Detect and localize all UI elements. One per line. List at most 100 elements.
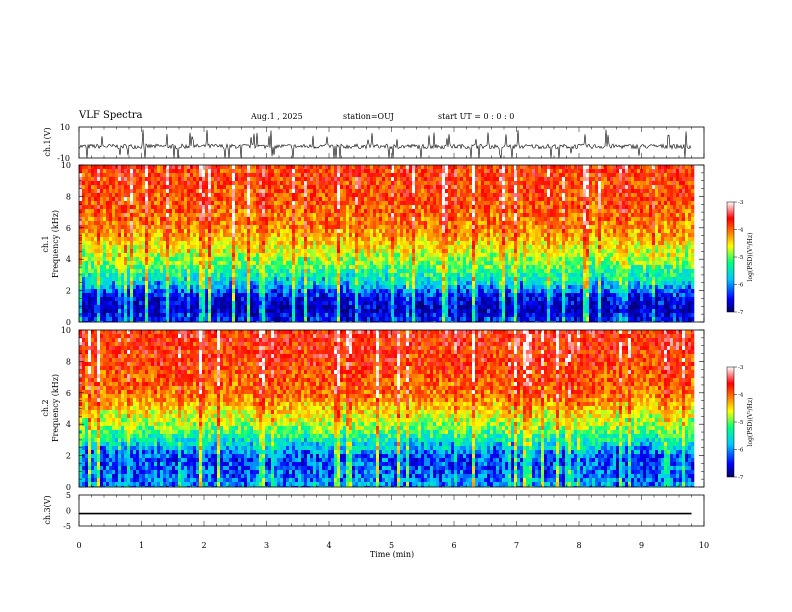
- spectrogram-cell: [322, 181, 326, 186]
- spectrogram-cell: [247, 317, 251, 322]
- spectrogram-cell: [277, 293, 281, 298]
- spectrogram-cell: [127, 297, 131, 302]
- spectrogram-cell: [103, 213, 107, 218]
- spectrogram-cell: [319, 185, 323, 190]
- spectrogram-cell: [100, 233, 104, 238]
- spectrogram-cell: [286, 181, 290, 186]
- spectrogram-cell: [379, 185, 383, 190]
- spectrogram-cell: [367, 265, 371, 270]
- spectrogram-cell: [373, 201, 377, 206]
- spectrogram-cell: [343, 301, 347, 306]
- spectrogram-cell: [292, 309, 296, 314]
- spectrogram-cell: [289, 221, 293, 226]
- spectrogram-cell: [160, 233, 164, 238]
- spectrogram-cell: [391, 281, 395, 286]
- spectrogram-cell: [148, 197, 152, 202]
- spectrogram-cell: [241, 293, 245, 298]
- spectrogram-cell: [379, 241, 383, 246]
- spectrogram-cell: [340, 317, 344, 322]
- spectrogram-cell: [208, 297, 212, 302]
- spectrogram-cell: [181, 193, 185, 198]
- spectrogram-cell: [439, 289, 443, 294]
- spectrogram-cell: [445, 281, 449, 286]
- spectrogram-cell: [367, 281, 371, 286]
- spectrogram-cell: [256, 205, 260, 210]
- spectrogram-cell: [220, 169, 224, 174]
- spectrogram-cell: [394, 221, 398, 226]
- spectrogram-cell: [403, 205, 407, 210]
- spectrogram-cell: [97, 173, 101, 178]
- spectrogram-cell: [142, 193, 146, 198]
- spectrogram-cell: [283, 269, 287, 274]
- spectrogram-cell: [286, 305, 290, 310]
- spectrogram-cell: [442, 257, 446, 262]
- spectrogram-cell: [250, 313, 254, 318]
- spectrogram-cell: [235, 225, 239, 230]
- spectrogram-cell: [298, 225, 302, 230]
- spectrogram-cell: [196, 209, 200, 214]
- spectrogram-cell: [442, 265, 446, 270]
- spectrogram-cell: [85, 297, 89, 302]
- spectrogram-cell: [361, 189, 365, 194]
- spectrogram-cell: [199, 201, 203, 206]
- spectrogram-cell: [391, 173, 395, 178]
- spectrogram-cell: [154, 165, 158, 170]
- spectrogram-cell: [298, 217, 302, 222]
- spectrogram-cell: [295, 313, 299, 318]
- spectrogram-cell: [376, 197, 380, 202]
- spectrogram-cell: [448, 205, 452, 210]
- spectrogram-cell: [370, 177, 374, 182]
- spectrogram-cell: [334, 233, 338, 238]
- spectrogram-cell: [235, 277, 239, 282]
- spectrogram-cell: [370, 253, 374, 258]
- spectrogram-cell: [331, 245, 335, 250]
- spectrogram-cell: [91, 241, 95, 246]
- spectrogram-cell: [283, 277, 287, 282]
- spectrogram-cell: [409, 229, 413, 234]
- spectrogram-cell: [223, 257, 227, 262]
- spectrogram-cell: [127, 189, 131, 194]
- spectrogram-cell: [118, 245, 122, 250]
- spectrogram-cell: [424, 305, 428, 310]
- spectrogram-cell: [97, 257, 101, 262]
- spectrogram-cell: [298, 305, 302, 310]
- spectrogram-cell: [286, 209, 290, 214]
- spectrogram-cell: [334, 185, 338, 190]
- spectrogram-cell: [316, 165, 320, 170]
- spectrogram-cell: [301, 301, 305, 306]
- spectrogram-cell: [196, 297, 200, 302]
- spectrogram-cell: [253, 213, 257, 218]
- spectrogram-cell: [433, 241, 437, 246]
- spectrogram-cell: [259, 245, 263, 250]
- spectrogram-cell: [349, 265, 353, 270]
- spectrogram-cell: [142, 261, 146, 266]
- spectrogram-cell: [280, 289, 284, 294]
- spectrogram-cell: [109, 297, 113, 302]
- spectrogram-cell: [295, 289, 299, 294]
- spectrogram-cell: [274, 205, 278, 210]
- spectrogram-cell: [328, 165, 332, 170]
- spectrogram-cell: [115, 233, 119, 238]
- spectrogram-cell: [118, 309, 122, 314]
- spectrogram-cell: [205, 285, 209, 290]
- spectrogram-cell: [253, 289, 257, 294]
- spectrogram-cell: [400, 221, 404, 226]
- spectrogram-cell: [391, 273, 395, 278]
- spectrogram-cell: [202, 241, 206, 246]
- spectrogram-cell: [331, 173, 335, 178]
- spectrogram-cell: [232, 289, 236, 294]
- spectrogram-cell: [277, 225, 281, 230]
- spectrogram-cell: [418, 261, 422, 266]
- spectrogram-cell: [394, 265, 398, 270]
- spectrogram-cell: [103, 281, 107, 286]
- spectrogram-cell: [325, 241, 329, 246]
- spectrogram-cell: [391, 181, 395, 186]
- spectrogram-cell: [121, 285, 125, 290]
- spectrogram-cell: [187, 313, 191, 318]
- spectrogram-cell: [370, 217, 374, 222]
- spectrogram-cell: [355, 277, 359, 282]
- spectrogram-cell: [370, 209, 374, 214]
- spectrogram-cell: [208, 217, 212, 222]
- spectrogram-cell: [256, 185, 260, 190]
- spectrogram-cell: [358, 245, 362, 250]
